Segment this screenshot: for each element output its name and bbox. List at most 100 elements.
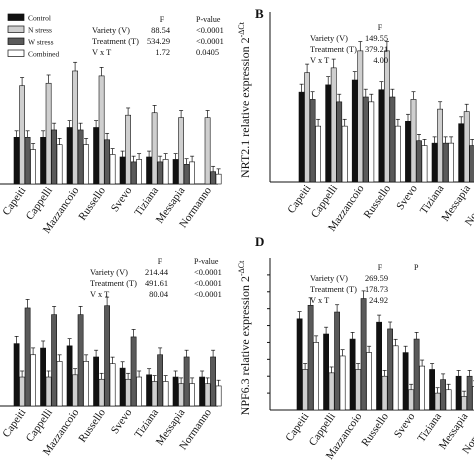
stats-header: P: [414, 263, 419, 272]
bar-n-stress: [72, 70, 78, 185]
category-label: Russello: [359, 410, 391, 448]
stats-row-label: V x T: [310, 296, 329, 305]
category-label: Svevo: [109, 184, 135, 214]
category-label: Russello: [76, 184, 108, 222]
stats-p-value: <0.0001: [194, 279, 222, 288]
bar-combined: [189, 383, 195, 407]
stats-row-label: V x T: [92, 48, 111, 57]
bar-control: [323, 333, 329, 411]
stats-f-value: 491.61: [145, 279, 168, 288]
bar-control: [351, 79, 358, 183]
stats-f-value: 24.92: [369, 296, 388, 305]
bar-control: [66, 345, 73, 407]
bar-w-stress: [183, 164, 190, 185]
stats-row-label: Treatment (T): [310, 285, 357, 294]
bar-w-stress: [309, 99, 316, 183]
bar-control: [431, 142, 438, 183]
bar-control: [325, 84, 332, 183]
bar-combined: [421, 145, 428, 183]
stats-p-value: 0.0405: [196, 48, 219, 57]
bar-control: [298, 91, 305, 183]
stats-f-value: 88.54: [151, 26, 171, 35]
bar-combined: [368, 101, 375, 183]
bar-w-stress: [469, 145, 474, 183]
bar-control: [40, 347, 46, 407]
category-label: Russello: [362, 182, 394, 220]
bar-control: [349, 338, 356, 411]
bar-n-stress: [125, 114, 131, 185]
bar-control: [119, 367, 126, 407]
stats-row-label: V x T: [310, 56, 329, 65]
bar-n-stress: [19, 85, 25, 185]
bar-n-stress: [72, 374, 78, 407]
bar-n-stress: [304, 72, 310, 183]
y-axis-label: NRT2.1 relative expression 2-ΔCt: [237, 21, 252, 178]
bar-w-stress: [334, 311, 340, 411]
bar-combined: [83, 144, 89, 185]
bar-n-stress: [178, 383, 184, 407]
bar-combined: [162, 381, 169, 407]
bar-w-stress: [130, 161, 137, 185]
stats-f-value: 214.44: [145, 268, 169, 277]
legend-label: W stress: [28, 38, 54, 47]
bar-w-stress: [183, 356, 190, 407]
stats-p-value: <0.0001: [194, 268, 222, 277]
bar-w-stress: [104, 139, 110, 185]
bar-combined: [313, 342, 319, 411]
bar-combined: [339, 355, 346, 411]
category-label: Svevo: [109, 406, 135, 436]
bar-w-stress: [77, 314, 84, 407]
stats-header: P-value: [196, 15, 221, 24]
category-label: Capeiti: [283, 411, 311, 444]
bar-combined: [341, 125, 348, 183]
bar-control: [458, 123, 465, 183]
bar-w-stress: [157, 354, 163, 407]
bar-control: [402, 352, 409, 411]
bar-control: [376, 321, 382, 411]
bar-n-stress: [355, 369, 361, 411]
stats-header: F: [160, 15, 165, 24]
bar-n-stress: [408, 389, 414, 411]
bar-combined: [136, 159, 142, 185]
bar-control: [405, 120, 411, 183]
category-label: Russello: [76, 406, 108, 444]
y-axis-label: NPF6.3 relative expression 2-ΔCt: [237, 260, 252, 415]
bar-n-stress: [98, 378, 105, 407]
bar-n-stress: [45, 376, 52, 407]
category-label: Capeiti: [285, 183, 313, 216]
bar-control: [429, 369, 435, 411]
bar-control: [199, 376, 205, 407]
bar-control: [146, 156, 152, 185]
stats-header: F: [378, 263, 383, 272]
bar-combined: [445, 389, 452, 411]
bar-combined: [448, 142, 454, 183]
stats-row-label: Treatment (T): [310, 45, 357, 54]
stats-p-value: <0.0001: [196, 37, 224, 46]
bar-control: [172, 376, 179, 407]
stats-row-label: Treatment (T): [90, 279, 137, 288]
bar-w-stress: [360, 298, 367, 411]
bar-combined: [136, 376, 142, 407]
stats-header: P-value: [194, 257, 219, 266]
category-label: Svevo: [392, 410, 418, 440]
bar-control: [455, 375, 462, 411]
bar-n-stress: [437, 108, 443, 183]
category-label: Svevo: [394, 182, 420, 212]
bar-combined: [215, 385, 222, 407]
bar-control: [146, 374, 152, 407]
stats-f-value: 269.59: [365, 274, 388, 283]
bar-w-stress: [336, 101, 343, 183]
bar-w-stress: [413, 338, 420, 411]
bar-n-stress: [463, 111, 470, 183]
legend-swatch: [7, 49, 25, 57]
bar-combined: [419, 365, 425, 411]
stats-p-value: <0.0001: [196, 26, 224, 35]
bar-combined: [366, 352, 372, 411]
bar-n-stress: [151, 381, 158, 407]
bar-n-stress: [410, 99, 417, 183]
stats-f-value: 534.29: [147, 37, 170, 46]
bar-combined: [189, 161, 195, 185]
bar-control: [66, 127, 73, 185]
stats-row-label: Treatment (T): [92, 37, 139, 46]
